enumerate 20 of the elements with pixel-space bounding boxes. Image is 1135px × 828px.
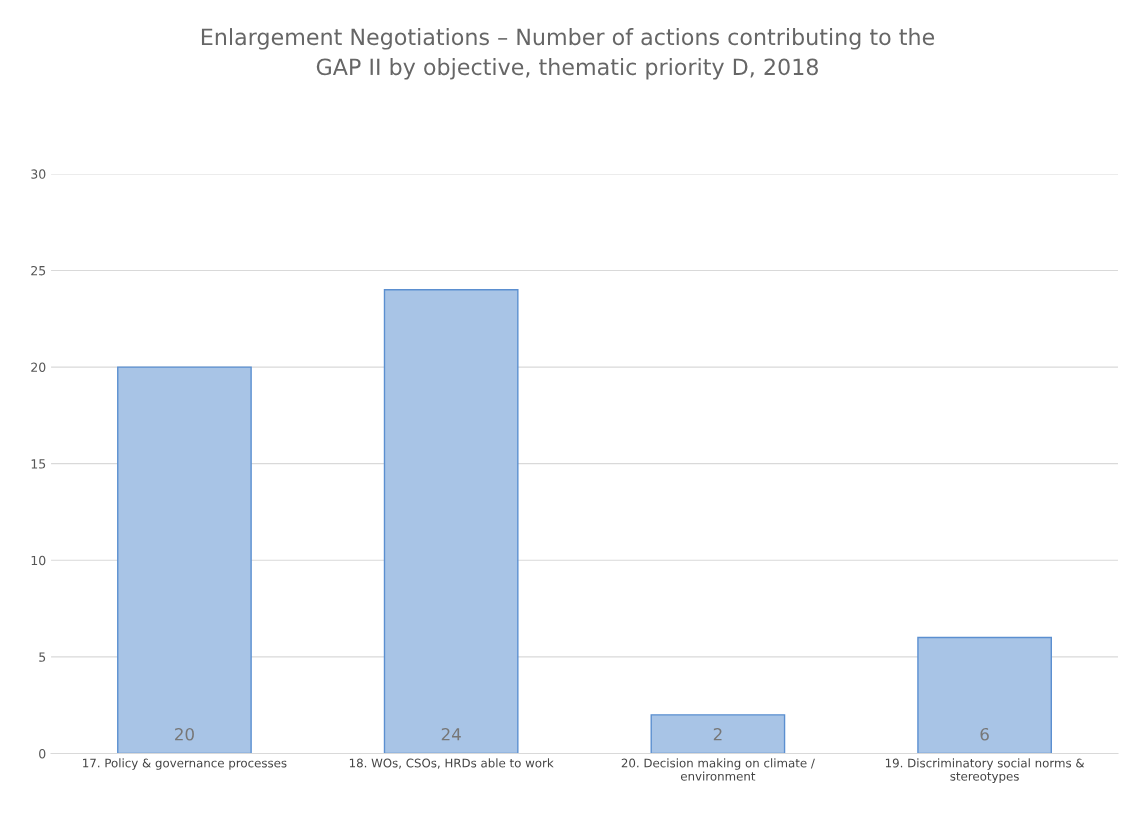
y-tick-label: 20 bbox=[31, 362, 46, 373]
bar bbox=[650, 714, 786, 754]
x-tick-label: 17. Policy & governance processes bbox=[83, 758, 287, 770]
y-tick-label: 25 bbox=[31, 265, 46, 276]
data-label: 24 bbox=[441, 727, 461, 741]
data-label: 2 bbox=[713, 727, 722, 741]
bar bbox=[383, 289, 519, 754]
bar bbox=[917, 636, 1052, 754]
chart-title: Enlargement Negotiations – Number of actions contributing to the GAP II by objective, thematic priority D, 2018 bbox=[201, 28, 935, 80]
x-tick-label: 19. Discriminatory social norms & stereotypes bbox=[885, 758, 1085, 783]
bar bbox=[117, 366, 252, 754]
data-label: 20 bbox=[175, 727, 194, 741]
y-tick-label: 5 bbox=[39, 652, 46, 662]
y-tick-label: 10 bbox=[31, 555, 46, 566]
y-tick-label: 15 bbox=[31, 459, 46, 469]
y-tick-label: 0 bbox=[39, 748, 46, 759]
y-tick-label: 30 bbox=[31, 169, 46, 179]
x-tick-label: 18. WOs, CSOs, HRDs able to work bbox=[349, 758, 554, 769]
data-label: 6 bbox=[980, 727, 989, 741]
x-tick-label: 20. Decision making on climate / environment bbox=[621, 758, 815, 781]
